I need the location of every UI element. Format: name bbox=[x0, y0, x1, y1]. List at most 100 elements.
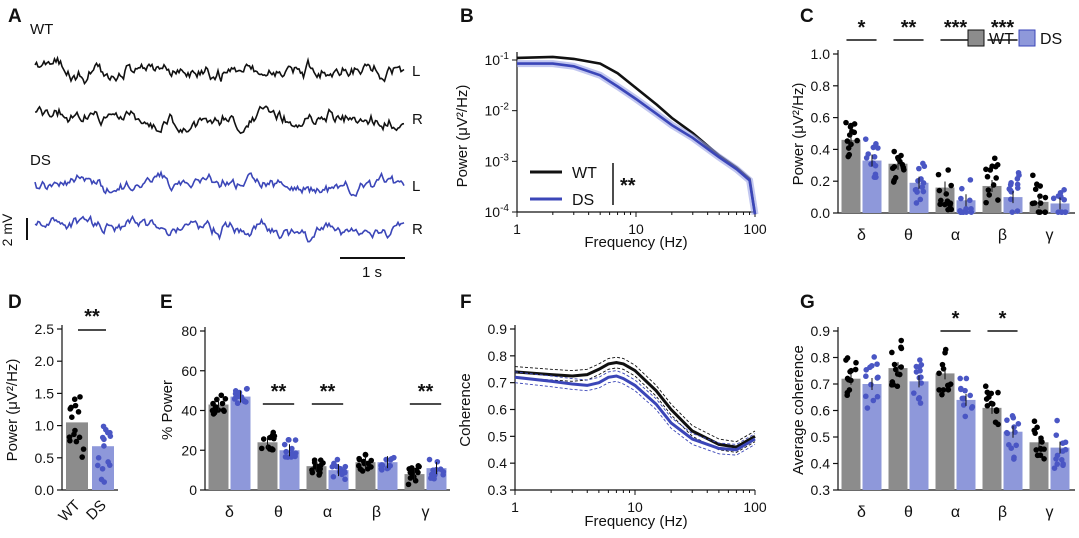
e-dot bbox=[342, 476, 348, 483]
c-dot bbox=[1008, 180, 1014, 186]
g-dot bbox=[960, 402, 967, 408]
e-dot bbox=[415, 469, 421, 476]
d-dot bbox=[80, 446, 87, 452]
c-dot bbox=[915, 178, 921, 184]
c-dot bbox=[920, 180, 927, 186]
e-y-tick-label: 0 bbox=[189, 482, 197, 498]
c-dot bbox=[1029, 200, 1036, 207]
c-dot bbox=[1008, 196, 1014, 203]
panel-a-ds-label: DS bbox=[30, 152, 51, 169]
g-dot bbox=[942, 349, 948, 356]
g-dot bbox=[1033, 447, 1040, 453]
c-dot bbox=[844, 138, 851, 144]
c-dot bbox=[1050, 195, 1057, 202]
e-dot bbox=[281, 441, 288, 448]
c-dot bbox=[1030, 172, 1036, 179]
c-dot bbox=[920, 160, 926, 167]
d-dot bbox=[107, 429, 113, 436]
g-dot bbox=[917, 357, 923, 363]
f-sem-upper-ds bbox=[514, 370, 756, 445]
e-dot bbox=[260, 436, 267, 442]
g-dot bbox=[936, 370, 942, 377]
g-y-tick-label: 0.6 bbox=[811, 403, 831, 419]
e-sig-stars-1: ** bbox=[271, 381, 287, 403]
g-dot bbox=[945, 386, 952, 393]
d-dot bbox=[75, 409, 82, 415]
g-dot bbox=[969, 404, 976, 410]
e-dot bbox=[267, 434, 273, 441]
f-x-tick-label: 10 bbox=[627, 499, 643, 515]
g-dot bbox=[869, 362, 875, 369]
d-dot bbox=[103, 426, 109, 433]
c-bar-wt-3 bbox=[982, 185, 1002, 213]
d-y-label: Power (μV²/Hz) bbox=[4, 359, 21, 462]
eeg-trace-2 bbox=[34, 170, 405, 198]
scale-voltage-label: 2 mV bbox=[0, 213, 15, 246]
c-dot bbox=[843, 119, 849, 126]
g-dot bbox=[863, 373, 869, 380]
c-dot bbox=[919, 184, 926, 190]
e-dot bbox=[283, 448, 289, 455]
e-bar-wt-1 bbox=[257, 442, 278, 490]
e-dot bbox=[378, 462, 385, 468]
e-dot bbox=[330, 473, 337, 480]
g-dot bbox=[992, 419, 999, 426]
g-dot bbox=[945, 382, 952, 389]
g-dot bbox=[957, 375, 963, 382]
g-dot bbox=[1041, 456, 1047, 462]
d-dot bbox=[72, 402, 79, 409]
g-dot bbox=[993, 408, 1000, 414]
c-dot bbox=[945, 167, 951, 173]
g-dot bbox=[995, 389, 1001, 396]
c-x-label-2: α bbox=[951, 227, 960, 244]
g-dot bbox=[898, 364, 905, 370]
f-sem-lower-ds bbox=[514, 380, 756, 456]
g-dot bbox=[1060, 440, 1066, 446]
b-legend-wt-label: WT bbox=[572, 165, 597, 182]
e-dot bbox=[342, 463, 349, 470]
g-dot bbox=[898, 337, 905, 344]
g-bar-wt-0 bbox=[841, 378, 861, 490]
g-dot bbox=[918, 374, 924, 380]
g-dot bbox=[962, 413, 969, 420]
eeg-channel-label-0: L bbox=[412, 63, 420, 80]
c-dot bbox=[944, 198, 951, 204]
g-dot bbox=[874, 361, 880, 367]
b-sig-stars: ** bbox=[620, 175, 636, 197]
c-legend-ds-swatch bbox=[1018, 29, 1036, 47]
e-dot bbox=[440, 468, 447, 475]
c-dot bbox=[983, 166, 989, 173]
d-y-tick-label: 2.5 bbox=[35, 321, 55, 337]
e-y-tick-label: 80 bbox=[181, 323, 197, 339]
c-y-tick-label: 0.2 bbox=[811, 173, 831, 189]
g-dot bbox=[916, 363, 923, 370]
e-dot bbox=[431, 469, 437, 476]
g-dot bbox=[1038, 446, 1044, 452]
c-dot bbox=[986, 192, 993, 198]
c-x-label-0: δ bbox=[857, 227, 866, 244]
c-legend-ds-label: DS bbox=[1040, 31, 1062, 48]
g-dot bbox=[889, 379, 896, 385]
f-y-label: Coherence bbox=[457, 373, 474, 446]
c-y-tick-label: 0.4 bbox=[811, 141, 831, 157]
e-dot bbox=[219, 400, 226, 407]
c-dot bbox=[936, 187, 943, 194]
e-dot bbox=[415, 463, 422, 469]
g-dot bbox=[918, 380, 925, 386]
c-dot bbox=[868, 161, 874, 167]
g-dot bbox=[891, 361, 898, 368]
c-dot bbox=[1059, 209, 1065, 216]
c-dot bbox=[851, 129, 858, 136]
b-x-label: Frequency (Hz) bbox=[584, 234, 687, 251]
e-dot bbox=[266, 446, 273, 452]
d-dot bbox=[67, 406, 74, 412]
e-dot bbox=[270, 429, 277, 436]
panel-label-c: C bbox=[800, 6, 814, 27]
e-x-label-0: δ bbox=[225, 504, 234, 521]
b-legend-ds-label: DS bbox=[572, 192, 594, 209]
d-dot bbox=[106, 462, 113, 468]
g-x-label-0: δ bbox=[857, 504, 866, 521]
d-dot bbox=[94, 462, 101, 469]
g-dot bbox=[911, 390, 917, 396]
e-dot bbox=[365, 460, 371, 467]
